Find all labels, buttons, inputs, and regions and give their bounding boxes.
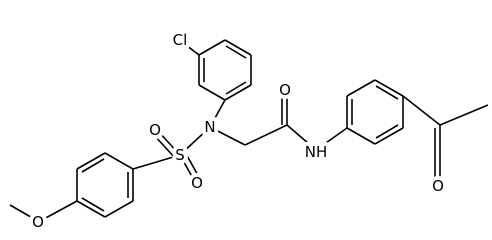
atom-label: O bbox=[279, 81, 291, 99]
atom-label: S bbox=[175, 146, 185, 164]
atom-label: O bbox=[191, 174, 203, 192]
bonds bbox=[9, 39, 489, 221]
atom-label: O bbox=[32, 213, 44, 231]
atom-labels: Cl N S O O O O NH O bbox=[28, 27, 448, 235]
atom-label: O bbox=[432, 177, 444, 195]
atom-label: O bbox=[149, 121, 161, 139]
atom-label: NH bbox=[305, 143, 328, 161]
atom-label: N bbox=[204, 118, 215, 136]
atom-label: Cl bbox=[173, 31, 188, 49]
